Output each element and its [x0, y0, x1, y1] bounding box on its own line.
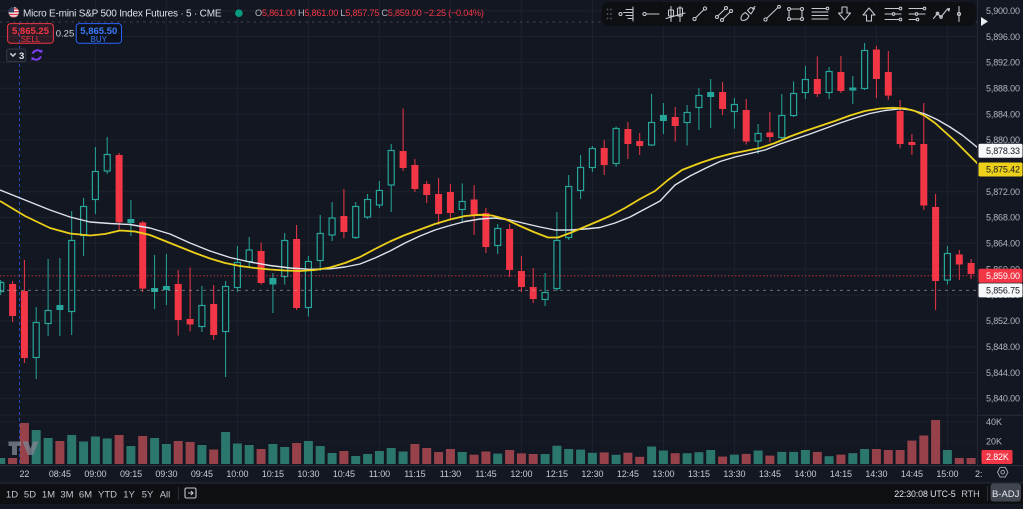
svg-text:20K: 20K [986, 437, 1002, 447]
svg-text:09:00: 09:00 [84, 469, 106, 479]
svg-text:09:45: 09:45 [191, 469, 213, 479]
svg-text:2.82K: 2.82K [986, 452, 1009, 462]
svg-text:22: 22 [19, 469, 29, 479]
svg-text:11:30: 11:30 [440, 469, 461, 479]
svg-text:RTH: RTH [961, 489, 979, 499]
svg-text:14:30: 14:30 [865, 469, 887, 479]
svg-text:5,878.33: 5,878.33 [986, 146, 1020, 156]
svg-text:14:15: 14:15 [830, 469, 852, 479]
svg-text:B-ADJ: B-ADJ [992, 489, 1020, 500]
svg-text:5D: 5D [24, 489, 36, 500]
svg-text:22:30:08 UTC-5: 22:30:08 UTC-5 [894, 489, 955, 499]
svg-text:12:15: 12:15 [546, 469, 568, 479]
svg-text:YTD: YTD [98, 489, 117, 500]
svg-text:5,840.00: 5,840.00 [986, 394, 1020, 404]
svg-text:5,888.00: 5,888.00 [986, 84, 1020, 94]
svg-text:14:00: 14:00 [794, 469, 816, 479]
svg-text:5,880.00: 5,880.00 [986, 135, 1020, 145]
svg-text:5,872.00: 5,872.00 [986, 187, 1020, 197]
svg-text:5,896.00: 5,896.00 [986, 32, 1020, 42]
svg-text:5,848.00: 5,848.00 [986, 342, 1020, 352]
svg-text:40K: 40K [986, 417, 1002, 427]
svg-text:5,859.00: 5,859.00 [986, 271, 1020, 281]
svg-text:Micro E-mini S&P 500 Index Fut: Micro E-mini S&P 500 Index Futures · 5 ·… [23, 9, 222, 20]
svg-text:5,856.75: 5,856.75 [986, 286, 1020, 296]
svg-text:09:30: 09:30 [155, 469, 177, 479]
svg-text:1Y: 1Y [123, 489, 135, 500]
svg-text:5,864.00: 5,864.00 [986, 239, 1020, 249]
svg-text:5,868.00: 5,868.00 [986, 213, 1020, 223]
svg-text:3: 3 [19, 51, 24, 62]
svg-text:1D: 1D [6, 489, 18, 500]
svg-text:12:45: 12:45 [617, 469, 639, 479]
svg-text:5,852.00: 5,852.00 [986, 316, 1020, 326]
svg-text:14:45: 14:45 [901, 469, 923, 479]
svg-text:5,900.00: 5,900.00 [986, 6, 1020, 16]
svg-text:O5,861.00 H5,861.00 L5,857.75: O5,861.00 H5,861.00 L5,857.75 C5,859.00 … [255, 8, 484, 18]
svg-text:13:30: 13:30 [723, 469, 745, 479]
svg-text:11:15: 11:15 [404, 469, 425, 479]
svg-text:13:00: 13:00 [652, 469, 674, 479]
svg-text:10:30: 10:30 [297, 469, 319, 479]
svg-text:All: All [160, 489, 171, 500]
svg-text:13:45: 13:45 [759, 469, 781, 479]
svg-text:5,875.42: 5,875.42 [986, 165, 1020, 175]
svg-text:6M: 6M [79, 489, 92, 500]
svg-text:11:00: 11:00 [369, 469, 390, 479]
svg-text:10:00: 10:00 [226, 469, 248, 479]
svg-text:5,884.00: 5,884.00 [986, 109, 1020, 119]
svg-text:0.25: 0.25 [56, 29, 75, 40]
svg-text:SELL: SELL [21, 35, 41, 44]
svg-text:5Y: 5Y [142, 489, 154, 500]
svg-text:11:45: 11:45 [475, 469, 496, 479]
svg-text:3M: 3M [60, 489, 73, 500]
svg-text:5,844.00: 5,844.00 [986, 368, 1020, 378]
svg-text:08:45: 08:45 [49, 469, 71, 479]
svg-text:13:15: 13:15 [688, 469, 710, 479]
svg-text:5,892.00: 5,892.00 [986, 58, 1020, 68]
svg-text:12:00: 12:00 [510, 469, 532, 479]
svg-text:15:00: 15:00 [936, 469, 958, 479]
svg-text:09:15: 09:15 [120, 469, 142, 479]
svg-text:1M: 1M [42, 489, 55, 500]
svg-text:BUY: BUY [91, 35, 108, 44]
svg-text:12:30: 12:30 [581, 469, 603, 479]
svg-text:10:15: 10:15 [262, 469, 284, 479]
svg-text:10:45: 10:45 [333, 469, 355, 479]
svg-text:2:: 2: [975, 469, 983, 479]
